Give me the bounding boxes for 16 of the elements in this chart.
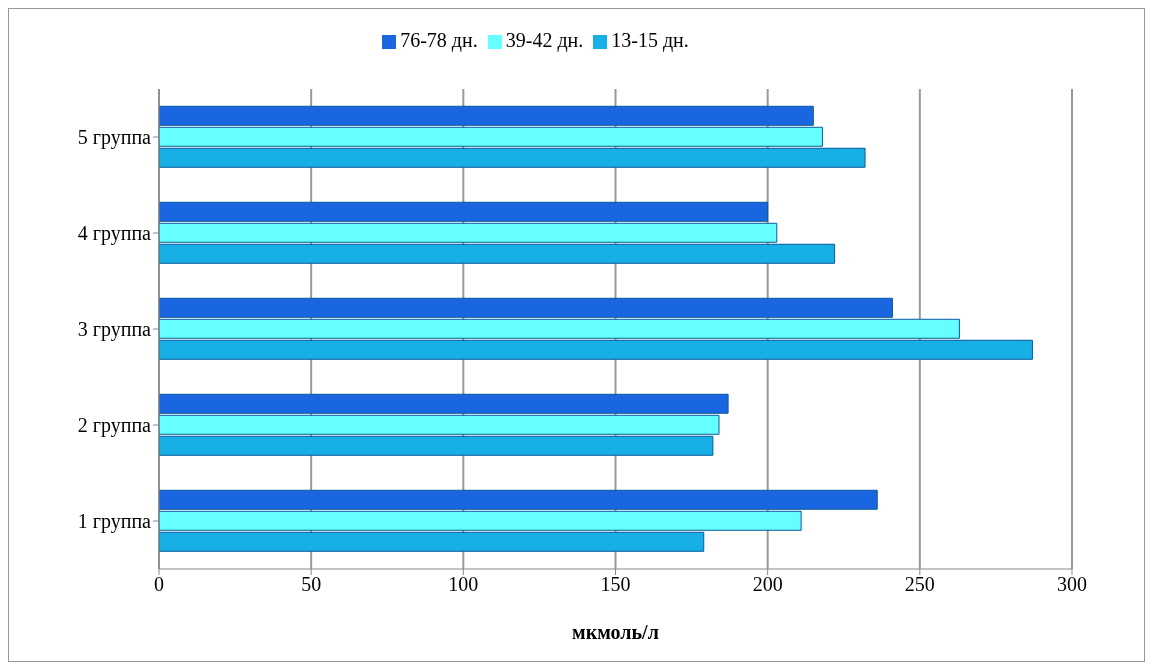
x-tick-label: 250 (904, 573, 935, 596)
y-tick-label: 4 группа (77, 222, 152, 246)
y-tick-label: 5 группа (77, 126, 152, 150)
y-tick-label: 2 группа (77, 414, 152, 438)
x-tick-label: 100 (448, 573, 479, 596)
x-tick-label: 0 (154, 573, 164, 596)
x-tick-label: 200 (752, 573, 783, 596)
legend-label: 76-78 дн. (400, 29, 478, 51)
legend-label: 13-15 дн. (611, 29, 689, 51)
x-axis-title: мкмоль/л (572, 621, 659, 643)
x-tick-label: 150 (600, 573, 631, 596)
y-tick-label: 3 группа (77, 318, 152, 342)
y-tick-label: 1 группа (77, 510, 152, 534)
x-tick-label: 50 (301, 573, 322, 596)
x-tick-label: 300 (1057, 573, 1087, 596)
legend-label: 39-42 дн. (505, 29, 584, 51)
